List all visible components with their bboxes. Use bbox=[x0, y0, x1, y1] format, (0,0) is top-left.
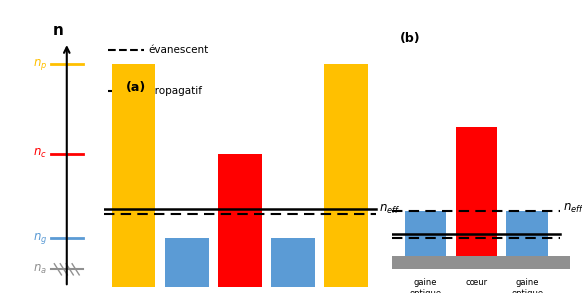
Bar bbox=[506, 212, 548, 260]
Bar bbox=[165, 238, 208, 287]
Text: $n_g$: $n_g$ bbox=[33, 231, 47, 246]
Text: n: n bbox=[52, 23, 63, 38]
Bar bbox=[404, 212, 446, 260]
Text: (a): (a) bbox=[126, 81, 146, 94]
Text: $n_{eff}$: $n_{eff}$ bbox=[563, 202, 582, 215]
Text: $n_p$: $n_p$ bbox=[33, 57, 47, 72]
Bar bbox=[112, 64, 155, 287]
Bar bbox=[271, 238, 315, 287]
Text: gaine
optique: gaine optique bbox=[410, 278, 442, 293]
Text: $n_a$: $n_a$ bbox=[33, 263, 47, 276]
Bar bbox=[324, 64, 368, 287]
Text: évanescent: évanescent bbox=[148, 45, 209, 55]
Bar bbox=[456, 127, 497, 260]
Text: gaine
optique: gaine optique bbox=[511, 278, 543, 293]
Text: cœur: cœur bbox=[465, 278, 487, 287]
Text: propagatif: propagatif bbox=[148, 86, 203, 96]
Bar bbox=[392, 256, 570, 269]
Text: $n_{eff}$: $n_{eff}$ bbox=[379, 203, 400, 216]
Text: (b): (b) bbox=[400, 32, 421, 45]
Text: $n_c$: $n_c$ bbox=[33, 147, 47, 160]
Bar bbox=[218, 154, 262, 287]
